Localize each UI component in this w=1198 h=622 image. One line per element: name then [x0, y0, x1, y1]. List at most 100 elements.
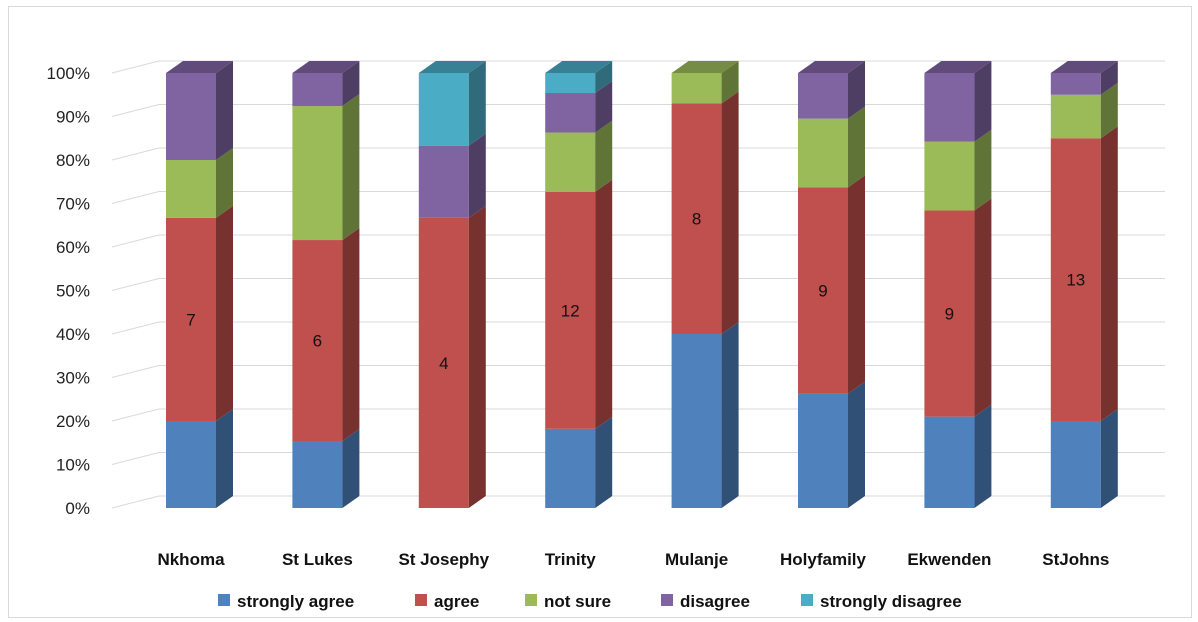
y-tick-label: 100%: [47, 64, 90, 83]
category-label: Holyfamily: [780, 550, 867, 569]
y-tick-label: 30%: [56, 369, 90, 388]
y-tick-label: 50%: [56, 282, 90, 301]
y-tick-label: 40%: [56, 325, 90, 344]
bar-segment-strongly-agree: [798, 393, 848, 508]
bar-side-strongly-agree: [974, 404, 992, 508]
bar-top-disagree: [292, 61, 360, 73]
bar-segment-not-sure: [292, 106, 343, 241]
legend-swatch: [661, 594, 673, 606]
bar-side-agree: [595, 179, 613, 429]
data-label: 9: [818, 282, 827, 301]
gridline-side: [111, 234, 160, 248]
data-label: 8: [692, 210, 701, 229]
bar-side-strongly-disagree: [595, 61, 613, 94]
bar-side-not-sure: [595, 120, 613, 192]
bar-side-disagree: [595, 81, 613, 133]
legend-swatch: [218, 594, 230, 606]
bar-side-strongly-agree: [721, 322, 739, 508]
bar-side-agree: [1100, 126, 1118, 421]
bar-side-strongly-agree: [848, 381, 865, 508]
bar-segment-strongly-agree: [545, 428, 596, 508]
gridline-side: [111, 452, 160, 465]
y-tick-label: 80%: [56, 151, 90, 170]
data-label: 7: [186, 310, 195, 329]
bar-segment-strongly-disagree: [545, 73, 596, 94]
category-label: St Lukes: [282, 550, 353, 569]
bar-side-not-sure: [721, 61, 739, 104]
bar-side-agree: [216, 205, 233, 421]
bar-side-agree: [342, 228, 360, 442]
bar-side-not-sure: [974, 129, 992, 211]
legend-label: strongly disagree: [820, 592, 962, 611]
bar-segment-strongly-disagree: [418, 73, 469, 146]
bar-segment-agree: [292, 240, 343, 442]
bar-segment-strongly-agree: [1050, 421, 1101, 508]
gridline-side: [111, 495, 160, 509]
bar-segment-strongly-agree: [166, 421, 216, 508]
bar-side-not-sure: [216, 148, 233, 218]
bar-top-disagree: [166, 61, 233, 73]
category-label: Ekwenden: [907, 550, 991, 569]
bar-side-disagree: [974, 61, 992, 142]
category-label: Trinity: [545, 550, 597, 569]
bar-segment-not-sure: [545, 132, 596, 192]
bar-segment-disagree: [292, 73, 343, 107]
y-tick-label: 10%: [56, 456, 90, 475]
bar-segment-disagree: [418, 145, 469, 218]
data-label: 6: [313, 332, 322, 351]
bar-side-strongly-agree: [595, 416, 613, 508]
bar-segment-not-sure: [1050, 94, 1101, 139]
bar-top-disagree: [1050, 61, 1118, 73]
bar-side-agree: [848, 175, 865, 394]
bar-side-disagree: [216, 61, 233, 160]
bar-top-strongly-disagree: [545, 61, 613, 73]
bar-side-not-sure: [848, 106, 865, 188]
bar-side-strongly-agree: [1100, 409, 1118, 508]
bar-segment-agree: [924, 210, 975, 417]
bar-side-agree: [974, 198, 992, 417]
bar-segment-not-sure: [671, 73, 722, 104]
bar-segment-disagree: [924, 73, 975, 142]
bar-side-not-sure: [1100, 82, 1118, 139]
data-label: 12: [561, 301, 580, 320]
bar-top-disagree: [924, 61, 992, 73]
y-tick-label: 0%: [65, 499, 90, 518]
bar-side-disagree: [342, 61, 360, 107]
legend-label: not sure: [544, 592, 611, 611]
bar-side-strongly-agree: [216, 409, 233, 508]
bar-segment-disagree: [798, 73, 848, 119]
y-tick-label: 60%: [56, 238, 90, 257]
gridline-side: [111, 104, 160, 117]
gridline-side: [111, 321, 160, 335]
bar-side-strongly-disagree: [468, 61, 486, 146]
legend-swatch: [415, 594, 427, 606]
category-label: StJohns: [1042, 550, 1109, 569]
legend-label: disagree: [680, 592, 750, 611]
bar-side-disagree: [468, 133, 486, 218]
bar-segment-not-sure: [924, 141, 975, 211]
category-label: St Josephy: [398, 550, 489, 569]
bar-side-not-sure: [342, 94, 360, 241]
bar-segment-disagree: [545, 93, 596, 133]
data-label: 9: [945, 305, 954, 324]
y-tick-label: 70%: [56, 195, 90, 214]
legend-label: agree: [434, 592, 479, 611]
legend-label: strongly agree: [237, 592, 354, 611]
bar-segment-disagree: [1050, 73, 1101, 95]
data-label: 13: [1066, 271, 1085, 290]
bar-side-agree: [468, 205, 486, 509]
bar-segment-agree: [545, 191, 596, 429]
bar-top-disagree: [798, 61, 865, 73]
bar-segment-not-sure: [798, 118, 848, 188]
bar-side-agree: [721, 91, 739, 334]
gridline-side: [111, 147, 160, 161]
bar-side-disagree: [1100, 61, 1118, 95]
bar-segment-disagree: [166, 73, 216, 160]
bar-segment-agree: [166, 217, 216, 421]
gridline-side: [111, 60, 160, 74]
bar-segment-agree: [1050, 138, 1101, 421]
bar-segment-agree: [671, 103, 722, 334]
gridline-side: [111, 365, 160, 378]
gridline-side: [111, 191, 160, 204]
